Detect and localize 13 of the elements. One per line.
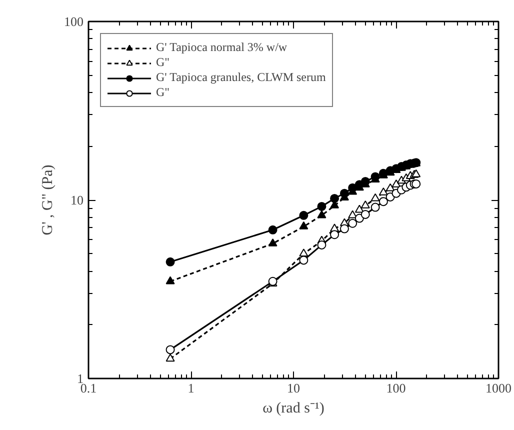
x-tick-label: 1 — [188, 380, 194, 396]
legend-label: G' Tapioca normal 3% w/w — [156, 40, 288, 55]
legend-label: G" — [156, 85, 171, 100]
x-tick-label: 1000 — [486, 380, 512, 396]
legend-label: G' Tapioca granules, CLWM serum — [156, 70, 326, 85]
x-tick-label: 10 — [287, 380, 300, 396]
y-axis-title: G' , G" (Pa) — [40, 164, 56, 236]
y-tick-label: 1 — [77, 371, 84, 386]
x-axis-title: ω (rad s⁻¹) — [262, 400, 324, 416]
legend-label: G" — [156, 55, 171, 70]
x-tick-label: 100 — [386, 380, 406, 396]
y-tick-label: 100 — [64, 14, 84, 29]
y-tick-label: 10 — [70, 192, 84, 208]
